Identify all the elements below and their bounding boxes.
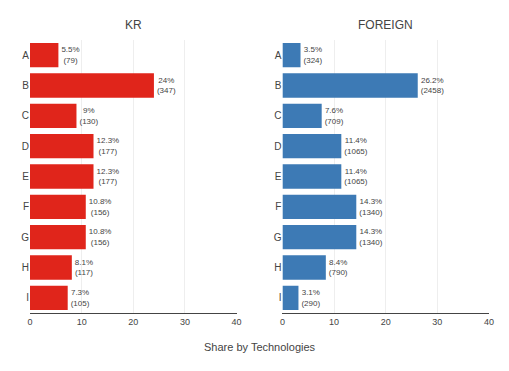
svg-text:8.1%(117): 8.1%(117) [75, 258, 93, 277]
svg-text:40: 40 [232, 317, 242, 327]
svg-text:14.3%(1340): 14.3%(1340) [359, 197, 382, 216]
svg-text:0: 0 [280, 317, 285, 327]
svg-text:8.4%(790): 8.4%(790) [329, 258, 348, 277]
svg-text:I: I [26, 292, 29, 303]
svg-text:24%(347): 24%(347) [157, 76, 176, 95]
svg-text:12.3%(177): 12.3%(177) [97, 136, 120, 155]
svg-text:7.6%(709): 7.6%(709) [325, 106, 344, 125]
svg-text:26.2%(2458): 26.2%(2458) [421, 76, 444, 95]
svg-text:12.3%(177): 12.3%(177) [97, 167, 120, 186]
svg-text:A: A [22, 50, 29, 61]
svg-text:C: C [274, 110, 281, 121]
svg-text:D: D [22, 141, 29, 152]
svg-text:KR: KR [125, 18, 142, 32]
svg-text:30: 30 [432, 317, 442, 327]
svg-text:E: E [275, 171, 282, 182]
svg-text:C: C [22, 110, 29, 121]
svg-text:10: 10 [77, 317, 87, 327]
svg-text:G: G [21, 232, 29, 243]
svg-text:10.8%(156): 10.8%(156) [89, 197, 112, 216]
svg-text:9%(130): 9%(130) [79, 106, 98, 125]
svg-text:7.3%(105): 7.3%(105) [71, 288, 90, 307]
svg-text:3.1%(290): 3.1%(290) [301, 288, 320, 307]
svg-text:I: I [279, 292, 282, 303]
svg-text:H: H [22, 262, 29, 273]
svg-text:E: E [22, 171, 29, 182]
svg-text:14.3%(1340): 14.3%(1340) [359, 227, 382, 246]
svg-text:B: B [22, 80, 29, 91]
svg-text:11.4%(1065): 11.4%(1065) [344, 167, 367, 186]
svg-text:3.5%(324): 3.5%(324) [304, 45, 323, 64]
svg-text:FOREIGN: FOREIGN [358, 18, 413, 32]
svg-text:5.5%(79): 5.5%(79) [61, 45, 79, 64]
svg-text:11.4%(1065): 11.4%(1065) [344, 136, 367, 155]
svg-text:F: F [275, 201, 281, 212]
svg-text:F: F [23, 201, 29, 212]
svg-text:10.8%(156): 10.8%(156) [89, 227, 112, 246]
svg-text:40: 40 [484, 317, 494, 327]
svg-text:20: 20 [128, 317, 138, 327]
svg-text:B: B [275, 80, 282, 91]
svg-text:0: 0 [27, 317, 32, 327]
svg-text:A: A [275, 50, 282, 61]
svg-text:20: 20 [381, 317, 391, 327]
svg-text:Share by Technologies: Share by Technologies [204, 341, 316, 353]
svg-text:D: D [274, 141, 281, 152]
svg-text:H: H [274, 262, 281, 273]
svg-text:10: 10 [329, 317, 339, 327]
svg-text:30: 30 [180, 317, 190, 327]
svg-text:G: G [274, 232, 282, 243]
